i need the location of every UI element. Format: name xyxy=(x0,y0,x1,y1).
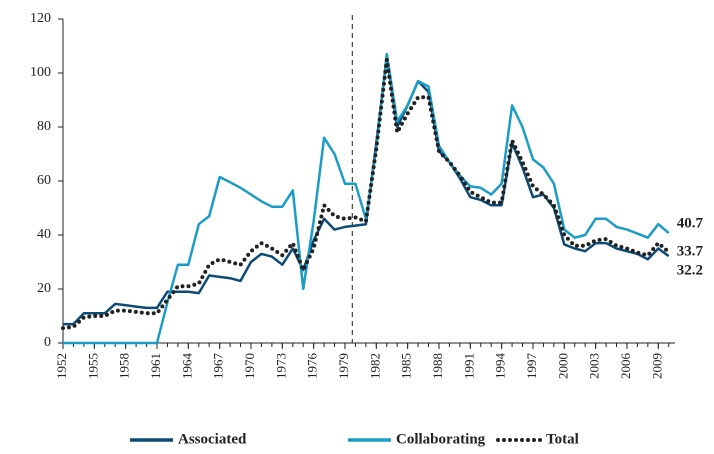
x-tick-label: 1985 xyxy=(399,353,414,379)
end-label: 40.7 xyxy=(677,216,704,232)
x-tick-label: 1991 xyxy=(461,353,476,379)
y-tick-label: 60 xyxy=(37,173,51,188)
x-tick-label: 1964 xyxy=(179,353,194,380)
end-label: 33.7 xyxy=(677,243,704,259)
x-tick-label: 1967 xyxy=(211,353,226,380)
x-tick-label: 1961 xyxy=(148,353,163,379)
x-tick-label: 1979 xyxy=(336,353,351,379)
series-line xyxy=(63,55,670,326)
y-tick-label: 20 xyxy=(37,281,51,296)
y-tick-label: 0 xyxy=(44,335,51,350)
x-tick-label: 1997 xyxy=(524,353,539,380)
x-tick-label: 1970 xyxy=(242,353,257,379)
legend-label: Total xyxy=(546,431,579,447)
x-tick-label: 1952 xyxy=(54,353,69,379)
x-tick-label: 1958 xyxy=(117,353,132,379)
x-tick-label: 1994 xyxy=(493,353,508,380)
x-tick-label: 1976 xyxy=(305,353,320,380)
x-tick-label: 2000 xyxy=(555,353,570,379)
series-line xyxy=(63,52,670,345)
legend-label: Associated xyxy=(178,431,247,447)
end-label: 32.2 xyxy=(677,262,703,278)
y-tick-label: 120 xyxy=(30,11,51,26)
y-tick-label: 40 xyxy=(37,227,51,242)
y-tick-label: 100 xyxy=(30,65,51,80)
x-tick-label: 1988 xyxy=(430,353,445,379)
x-tick-label: 2003 xyxy=(587,353,602,379)
x-tick-label: 2006 xyxy=(618,353,633,380)
x-tick-label: 2009 xyxy=(649,353,664,379)
x-tick-label: 1973 xyxy=(273,353,288,379)
legend-label: Collaborating xyxy=(396,431,486,447)
series-line xyxy=(61,57,671,331)
y-tick-label: 80 xyxy=(37,119,51,134)
x-tick-label: 1982 xyxy=(367,353,382,379)
x-tick-label: 1955 xyxy=(85,353,100,379)
